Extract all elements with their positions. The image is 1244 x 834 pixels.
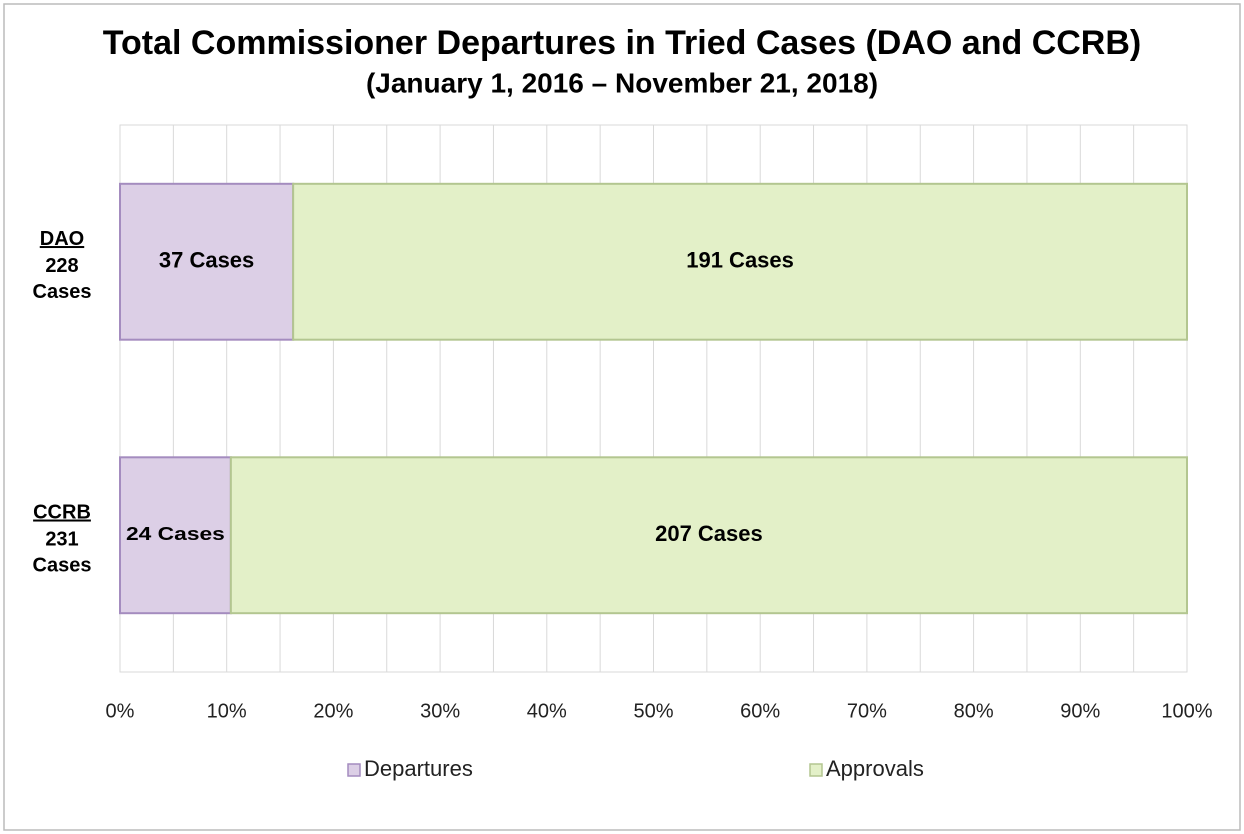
x-tick-label: 90%: [1060, 700, 1100, 722]
x-tick-label: 50%: [633, 700, 673, 722]
x-tick-label: 60%: [740, 700, 780, 722]
bar-segment: [229, 456, 1189, 615]
x-tick-label: 100%: [1161, 700, 1212, 722]
x-tick-label: 80%: [954, 700, 994, 722]
data-label: 207 Cases: [655, 521, 763, 546]
x-tick-label: 70%: [847, 700, 887, 722]
data-label: 24 Cases: [126, 524, 225, 544]
chart-title: Total Commissioner Departures in Tried C…: [103, 24, 1141, 62]
data-label: 191 Cases: [686, 248, 794, 273]
bar-segment: [292, 182, 1188, 341]
bar-segment: [119, 456, 232, 615]
legend-label: Departures: [364, 756, 473, 781]
bar-segment: [119, 182, 295, 341]
x-tick-label: 10%: [207, 700, 247, 722]
legend-label: Approvals: [826, 756, 924, 781]
x-tick-label: 20%: [313, 700, 353, 722]
category-label: CCRB: [33, 502, 91, 524]
x-tick-label: 40%: [527, 700, 567, 722]
data-label: 37 Cases: [159, 248, 254, 273]
category-sublabel: 228 Cases: [33, 255, 92, 303]
x-tick-label: 0%: [106, 700, 135, 722]
category-sublabel-line: Cases: [33, 281, 92, 303]
x-tick-label: 30%: [420, 700, 460, 722]
legend-swatch: [347, 763, 361, 777]
chart-subtitle: (January 1, 2016 – November 21, 2018): [366, 67, 878, 98]
category-sublabel-line: Cases: [33, 555, 92, 577]
category-sublabel: 231 Cases: [33, 529, 92, 577]
category-label: DAO: [40, 228, 84, 250]
category-sublabel-line: 231: [45, 529, 78, 551]
legend-swatch: [809, 763, 823, 777]
category-sublabel-line: 228: [45, 255, 78, 277]
